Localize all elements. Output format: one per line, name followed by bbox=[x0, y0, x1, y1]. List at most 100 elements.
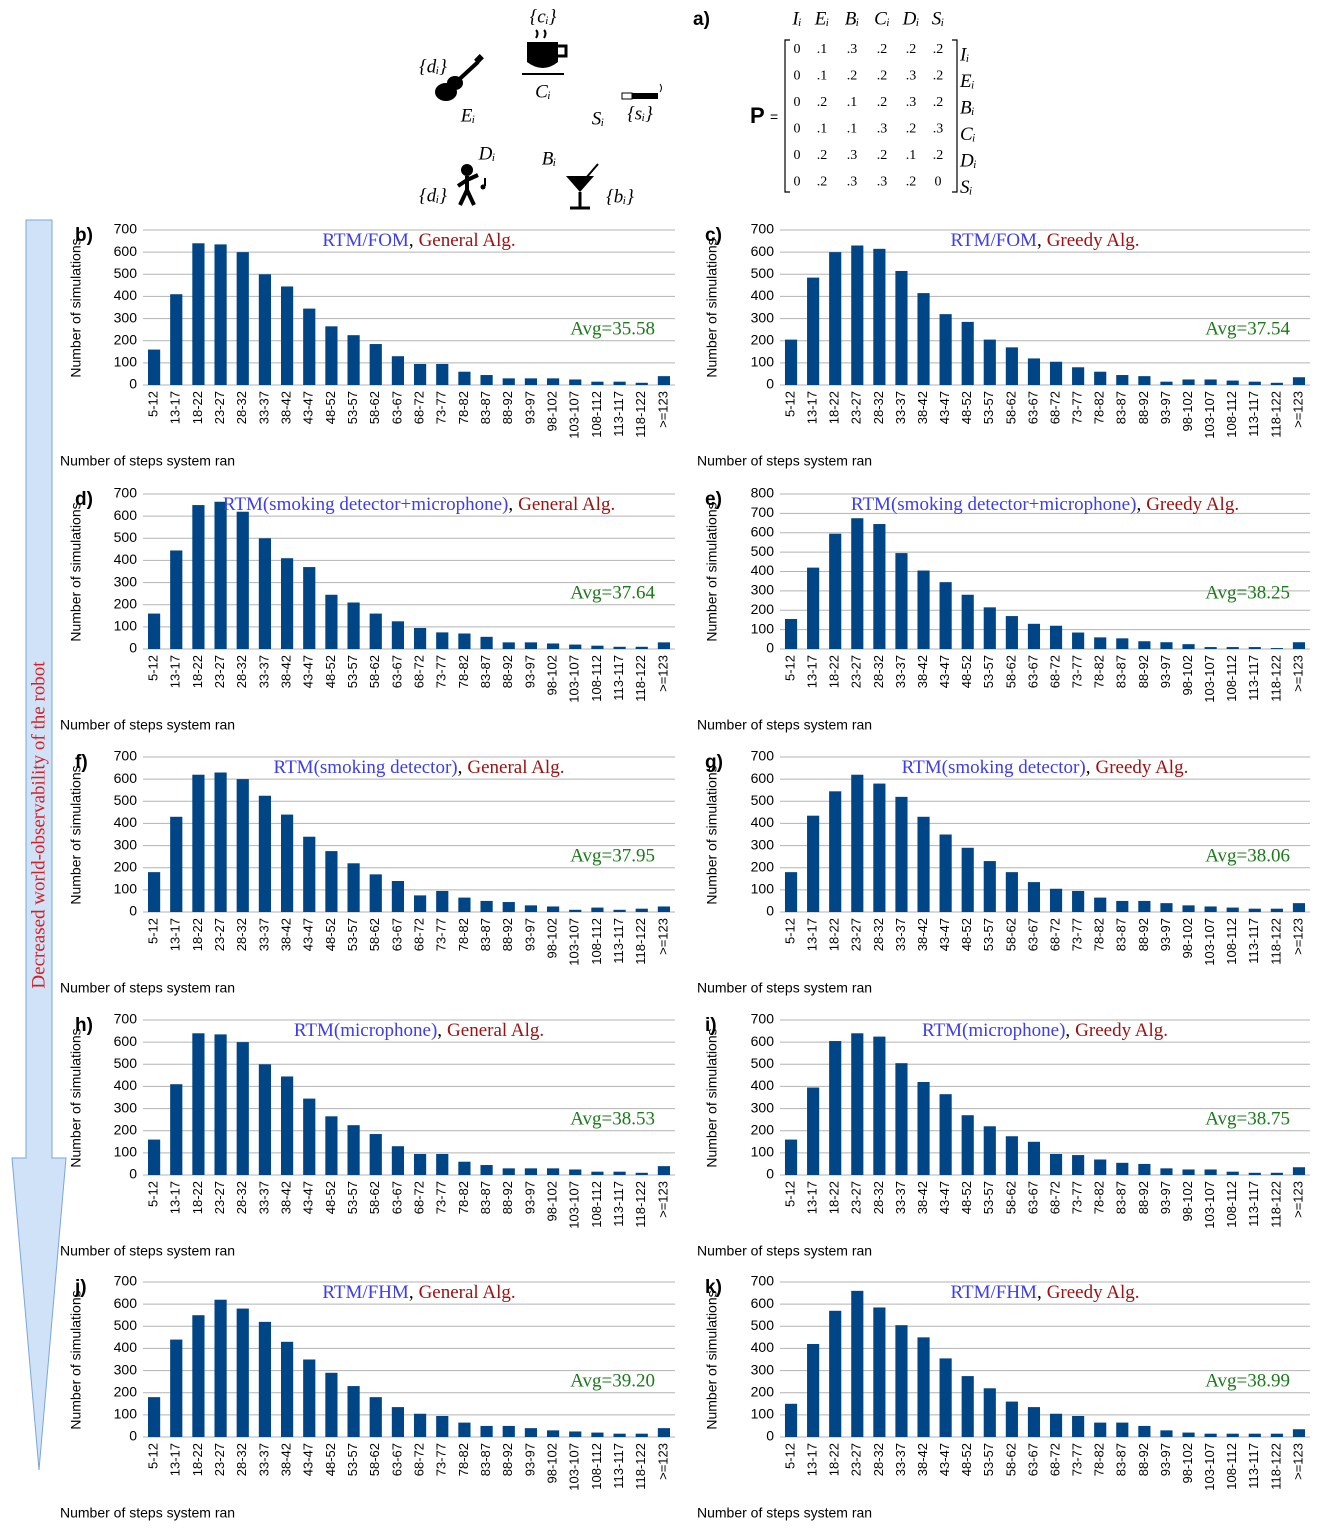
y-tick-label: 100 bbox=[751, 1144, 775, 1160]
title-separator: , bbox=[409, 230, 414, 251]
bar bbox=[1050, 362, 1062, 385]
y-tick-label: 100 bbox=[114, 618, 138, 634]
page: {"diagram": {"panel_label": "a)", "nodes… bbox=[0, 0, 1325, 1528]
x-tick-label: 68-72 bbox=[412, 391, 427, 424]
node-label: Eᵢ bbox=[460, 105, 476, 126]
bar bbox=[829, 791, 841, 912]
panel-label: a) bbox=[693, 9, 710, 30]
x-tick-label: 18-22 bbox=[190, 391, 205, 424]
x-tick-label: 33-37 bbox=[893, 918, 908, 951]
x-tick-label: 38-42 bbox=[279, 391, 294, 424]
x-tick-label: 63-67 bbox=[1025, 918, 1040, 951]
x-tick-label: >=123 bbox=[655, 1181, 670, 1218]
x-tick-label: 33-37 bbox=[893, 1443, 908, 1476]
x-tick-label: 78-82 bbox=[456, 655, 471, 688]
annotation: Avg=38.25 bbox=[1205, 582, 1290, 603]
x-tick-label: 98-102 bbox=[545, 655, 560, 695]
x-tick-label: 93-97 bbox=[1158, 1181, 1173, 1214]
x-tick-label: 43-47 bbox=[937, 1443, 952, 1476]
y-tick-label: 200 bbox=[114, 595, 138, 611]
x-tick-label: 18-22 bbox=[190, 655, 205, 688]
bar bbox=[1249, 1173, 1261, 1175]
x-tick-label: >=123 bbox=[1290, 655, 1305, 692]
bar bbox=[547, 1168, 559, 1175]
x-tick-label: 13-17 bbox=[805, 1181, 820, 1214]
chart-panel: 01002003004005006007005-1213-1718-2223-2… bbox=[60, 485, 675, 733]
y-axis-label: Number of simulations bbox=[704, 502, 720, 641]
bar bbox=[370, 1397, 382, 1437]
title-separator: , bbox=[1086, 757, 1091, 778]
x-tick-label: 63-67 bbox=[1025, 1443, 1040, 1476]
x-tick-label: 33-37 bbox=[893, 391, 908, 424]
matrix-cell: .2 bbox=[847, 69, 858, 84]
x-axis-label: Number of steps system ran bbox=[60, 1243, 235, 1259]
matrix-cell: .2 bbox=[817, 175, 828, 190]
bar bbox=[480, 375, 492, 385]
bar bbox=[1094, 637, 1106, 649]
matrix-cell: .2 bbox=[906, 42, 917, 57]
chart-panel: 01002003004005006007005-1213-1718-2223-2… bbox=[697, 748, 1310, 996]
y-axis-label: Number of simulations bbox=[704, 1290, 720, 1429]
bar bbox=[281, 815, 293, 912]
y-tick-label: 800 bbox=[751, 485, 775, 501]
x-tick-label: 38-42 bbox=[915, 655, 930, 688]
node-set: {sᵢ} bbox=[627, 103, 653, 124]
x-tick-label: 48-52 bbox=[959, 918, 974, 951]
matrix-cell: .3 bbox=[847, 42, 858, 57]
x-tick-label: 48-52 bbox=[323, 918, 338, 951]
x-axis-label: Number of steps system ran bbox=[697, 980, 872, 996]
y-tick-label: 400 bbox=[751, 1077, 775, 1093]
bar bbox=[458, 634, 470, 650]
x-tick-label: 13-17 bbox=[805, 918, 820, 951]
x-tick-label: >=123 bbox=[655, 655, 670, 692]
x-tick-label: 43-47 bbox=[937, 1181, 952, 1214]
x-axis-label: Number of steps system ran bbox=[60, 980, 235, 996]
annotation: Avg=38.99 bbox=[1205, 1370, 1290, 1391]
x-tick-label: 113-117 bbox=[611, 1181, 626, 1227]
x-tick-label: 23-27 bbox=[212, 918, 227, 951]
matrix-cell: .1 bbox=[817, 69, 828, 84]
x-tick-label: 43-47 bbox=[937, 655, 952, 688]
bar bbox=[1249, 909, 1261, 912]
x-tick-label: 103-107 bbox=[567, 655, 582, 703]
bar bbox=[192, 505, 204, 649]
x-tick-label: 113-117 bbox=[1246, 391, 1261, 437]
y-tick-label: 600 bbox=[114, 243, 138, 259]
y-axis-label: Number of simulations bbox=[704, 765, 720, 904]
x-tick-label: 28-32 bbox=[234, 391, 249, 424]
x-tick-label: 78-82 bbox=[456, 1181, 471, 1214]
bar bbox=[325, 851, 337, 912]
y-tick-label: 600 bbox=[114, 507, 138, 523]
bar bbox=[658, 642, 670, 649]
bar bbox=[851, 246, 863, 386]
x-tick-label: 68-72 bbox=[412, 655, 427, 688]
x-tick-label: 78-82 bbox=[456, 1443, 471, 1476]
y-tick-label: 400 bbox=[751, 562, 775, 578]
bar bbox=[237, 1309, 249, 1437]
matrix-cell: 0 bbox=[794, 42, 801, 57]
x-tick-label: 53-57 bbox=[345, 391, 360, 424]
bar bbox=[237, 252, 249, 385]
x-tick-label: 73-77 bbox=[1070, 918, 1085, 951]
bar bbox=[658, 1428, 670, 1437]
matrix-cell: .1 bbox=[817, 122, 828, 137]
matrix-cell: .3 bbox=[933, 122, 944, 137]
y-tick-label: 700 bbox=[751, 221, 775, 237]
bar bbox=[1182, 644, 1194, 649]
x-tick-label: 28-32 bbox=[871, 1181, 886, 1214]
x-tick-label: 73-77 bbox=[434, 918, 449, 951]
x-tick-label: 43-47 bbox=[301, 655, 316, 688]
x-tick-label: 53-57 bbox=[981, 655, 996, 688]
bar bbox=[895, 553, 907, 649]
y-axis-label: Number of simulations bbox=[68, 765, 84, 904]
y-tick-label: 200 bbox=[751, 601, 775, 617]
x-tick-label: 18-22 bbox=[827, 391, 842, 424]
x-tick-label: 53-57 bbox=[981, 391, 996, 424]
bar bbox=[1050, 889, 1062, 912]
x-tick-label: 83-87 bbox=[1114, 918, 1129, 951]
bar bbox=[214, 773, 226, 913]
matrix-cell: .1 bbox=[906, 148, 917, 163]
x-tick-label: 5-12 bbox=[146, 391, 161, 417]
bar bbox=[192, 1315, 204, 1437]
x-tick-label: 43-47 bbox=[301, 918, 316, 951]
